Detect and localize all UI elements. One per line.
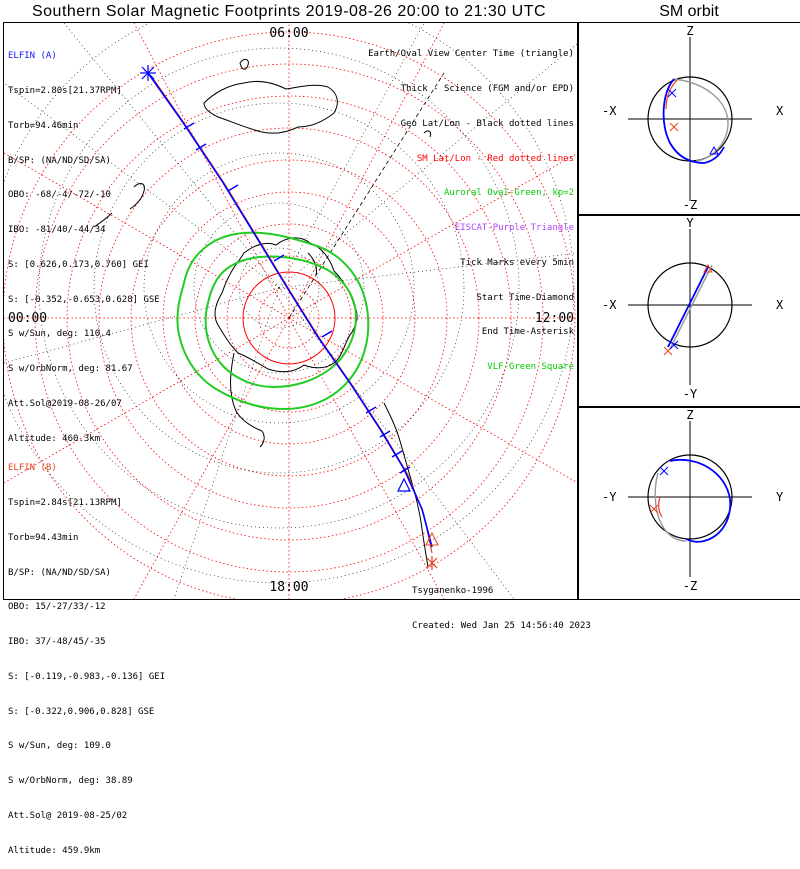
legend-item: Earth/Oval View Center Time (triangle) — [368, 49, 574, 60]
elfin-b-line: Altitude: 459.9km — [8, 845, 101, 856]
sm-longitude-lines — [4, 23, 578, 599]
footprint-map: 06:00 00:00 12:00 18:00 — [4, 23, 578, 599]
elfin-a-line: S: [-0.352,-0.653,0.628] GSE — [8, 294, 160, 305]
elfin-b-line: IBO: 37/-48/45/-35 — [8, 637, 106, 648]
view-center-triangle-b — [425, 531, 439, 546]
legend-item: SM Lat/Lon - Red dotted lines — [416, 153, 574, 164]
sm-pole-circle — [242, 271, 336, 365]
orbit-panel-yz: Z -Z -Y Y — [577, 406, 800, 600]
axis-label-top: Z — [686, 408, 693, 422]
orbit-panel-xz: Z -Z -X X — [577, 22, 800, 216]
elfin-a-line: S w/OrbNorm, deg: 81.67 — [8, 364, 133, 375]
sm-latitude-circles — [4, 31, 576, 599]
elfin-b-name: ELFIN (B) — [8, 463, 57, 474]
axis-label-right: Y — [776, 490, 784, 504]
australia-coastline — [203, 80, 338, 134]
elfin-b-info: ELFIN (B) Tspin=2.84s[21.13RPM] Torb=94.… — [8, 440, 165, 869]
elfin-a-line: B/SP: (NA/ND/SD/SA) — [8, 155, 111, 166]
elfin-b-line: S w/Sun, deg: 109.0 — [8, 741, 111, 752]
view-center-line — [288, 72, 445, 319]
elfin-a-line: Att.Sol@2019-08-26/07 — [8, 399, 122, 409]
orbit-panel-xy: Y -Y -X X — [577, 214, 800, 408]
page-title: Southern Solar Magnetic Footprints 2019-… — [31, 3, 547, 20]
elfin-a-line: S: [0.626,0.173,0.760] GEI — [8, 259, 149, 270]
axis-label-right: X — [776, 298, 784, 312]
view-center-triangle — [397, 477, 411, 492]
axis-label-left: -X — [602, 298, 617, 312]
elfin-b-line: Torb=94.43min — [8, 532, 79, 543]
elfin-a-track — [147, 72, 433, 548]
south-america-coastline — [383, 402, 429, 568]
legend-item: Geo Lat/Lon - Black dotted lines — [400, 118, 574, 129]
elfin-a-line: Altitude: 460.3km — [8, 433, 101, 444]
elfin-a-line: OBO: -68/-4/-72/-10 — [8, 190, 111, 201]
antarctica-coastline — [214, 237, 358, 448]
axis-label-bottom: -Z — [683, 579, 697, 593]
map-credits: Tsyganenko-1996 Created: Wed Jan 25 14:5… — [412, 563, 591, 644]
mlt-label-right: 12:00 — [535, 311, 574, 326]
elfin-a-line: Torb=94.46min — [8, 120, 79, 131]
axis-label-top: Z — [686, 24, 693, 38]
axis-label-left: -X — [602, 104, 617, 118]
elfin-a-line: S w/Sun, deg: 110.4 — [8, 329, 111, 340]
orbit-title: SM orbit — [659, 3, 719, 20]
elfin-a-line: IBO: -81/40/-44/34 — [8, 225, 106, 236]
mlt-label-top: 06:00 — [269, 26, 308, 41]
elfin-a-tick-marks — [183, 122, 411, 474]
elfin-b-line: Tspin=2.84s[21.13RPM] — [8, 497, 122, 508]
elfin-b-line: Att.Sol@ 2019-08-25/02 — [8, 811, 128, 821]
legend-item: EISCAT-Purple Triangle — [454, 223, 574, 234]
island-coastline — [239, 58, 431, 138]
elfin-a-name: ELFIN (A) — [8, 51, 57, 62]
geo-longitude-lines — [4, 23, 578, 599]
map-legend: Earth/Oval View Center Time (triangle) T… — [368, 26, 574, 385]
mlt-label-bottom: 18:00 — [269, 580, 308, 595]
elfin-b-line: B/SP: (NA/ND/SD/SA) — [8, 567, 111, 578]
geo-latitude-circles — [4, 23, 575, 584]
elfin-a-line: Tspin=2.80s[21.37RPM] — [8, 85, 122, 96]
legend-item: Start Time-Diamond — [476, 292, 574, 303]
legend-item: Thick - Science (FGM and/or EPD) — [400, 83, 574, 94]
elfin-a-info: ELFIN (A) Tspin=2.80s[21.37RPM] Torb=94.… — [8, 28, 160, 457]
mlt-label-left: 00:00 — [8, 311, 47, 326]
legend-item: Tick Marks every 5min — [460, 257, 574, 268]
legend-item: VLF-Green Square — [487, 362, 574, 373]
created-timestamp: Created: Wed Jan 25 14:56:40 2023 — [412, 620, 591, 631]
new-zealand-coastline — [93, 183, 145, 228]
elfin-b-line: OBO: 15/-27/33/-12 — [8, 602, 106, 613]
elfin-a-start-marker — [140, 65, 156, 81]
elfin-b-line: S: [-0.119,-0.983,-0.136] GEI — [8, 671, 166, 682]
model-credit: Tsyganenko-1996 — [412, 586, 494, 597]
auroral-oval-outer — [176, 231, 370, 411]
auroral-oval-inner — [204, 255, 358, 389]
orbit-plot-xz: Z -Z -X X — [602, 24, 784, 212]
orbit-plot-xy: Y -Y -X X — [602, 216, 784, 401]
axis-label-left: -Y — [602, 490, 617, 504]
elfin-b-line: S: [-0.322,0.906,0.828] GSE — [8, 706, 155, 717]
footprint-map-panel: 06:00 00:00 12:00 18:00 — [3, 22, 579, 600]
legend-item: End Time-Asterisk — [481, 327, 574, 338]
axis-label-bottom: -Y — [683, 387, 698, 401]
axis-label-bottom: -Z — [683, 198, 697, 212]
elfin-b-end-marker — [426, 556, 438, 570]
axis-label-top: Y — [686, 216, 694, 230]
axis-label-right: X — [776, 104, 784, 118]
legend-item: Auroral Oval-Green, kp=2 — [443, 188, 574, 199]
elfin-b-line: S w/OrbNorm, deg: 38.89 — [8, 776, 133, 787]
orbit-plot-yz: Z -Z -Y Y — [602, 408, 784, 593]
